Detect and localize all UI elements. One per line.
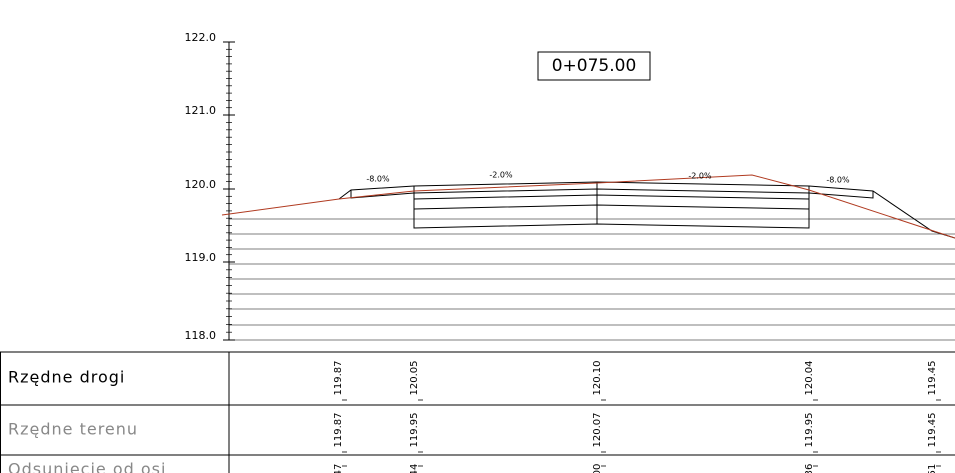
cell-value: 44 — [409, 464, 420, 473]
axis-ticks: 122.0 121.0 120.0 119.0 118.0 — [185, 31, 235, 342]
station-label: 0+075.00 — [552, 56, 637, 76]
cell-value: 119.95 — [409, 413, 420, 448]
slope-label: -2.0% — [688, 172, 712, 181]
cell-value: 120.07 — [592, 413, 603, 448]
axis-tick-label: 119.0 — [185, 251, 217, 264]
axis-tick-label: 122.0 — [185, 31, 217, 44]
slope-label: -8.0% — [826, 176, 850, 185]
terrain-line — [221, 174, 955, 239]
station-box — [537, 51, 651, 81]
axis-tick-label: 120.0 — [185, 178, 217, 191]
slope-label: -8.0% — [366, 175, 390, 184]
slope-label: -2.0% — [489, 171, 513, 180]
cell-value: 119.45 — [927, 413, 938, 448]
axis-tick-label: 118.0 — [185, 329, 217, 342]
cell-value: 36 — [804, 464, 815, 473]
row-label: Rzędne terenu — [8, 420, 138, 439]
cell-value: 120.05 — [409, 361, 420, 396]
cell-value: 120.04 — [804, 361, 815, 396]
cell-value: 119.87 — [333, 413, 344, 448]
cell-value: 120.10 — [592, 361, 603, 396]
slope-labels: -8.0% -2.0% -2.0% -8.0% — [366, 171, 850, 185]
cell-value: 119.45 — [927, 361, 938, 396]
cell-value: 119.87 — [333, 361, 344, 396]
cell-value: 47 — [333, 464, 344, 473]
cell-value: 119.95 — [804, 413, 815, 448]
grid — [229, 218, 955, 341]
axis-tick-label: 121.0 — [185, 104, 217, 117]
table: Rzędne drogi 119.87 120.05 120.10 120.04 119.… — [8, 361, 941, 473]
table-lines — [0, 351, 955, 473]
row-label: Odsunięcie od osi — [8, 460, 166, 473]
row-label: Rzędne drogi — [8, 368, 125, 387]
cell-value: 51 — [927, 464, 938, 473]
cell-value: 00 — [592, 464, 603, 473]
